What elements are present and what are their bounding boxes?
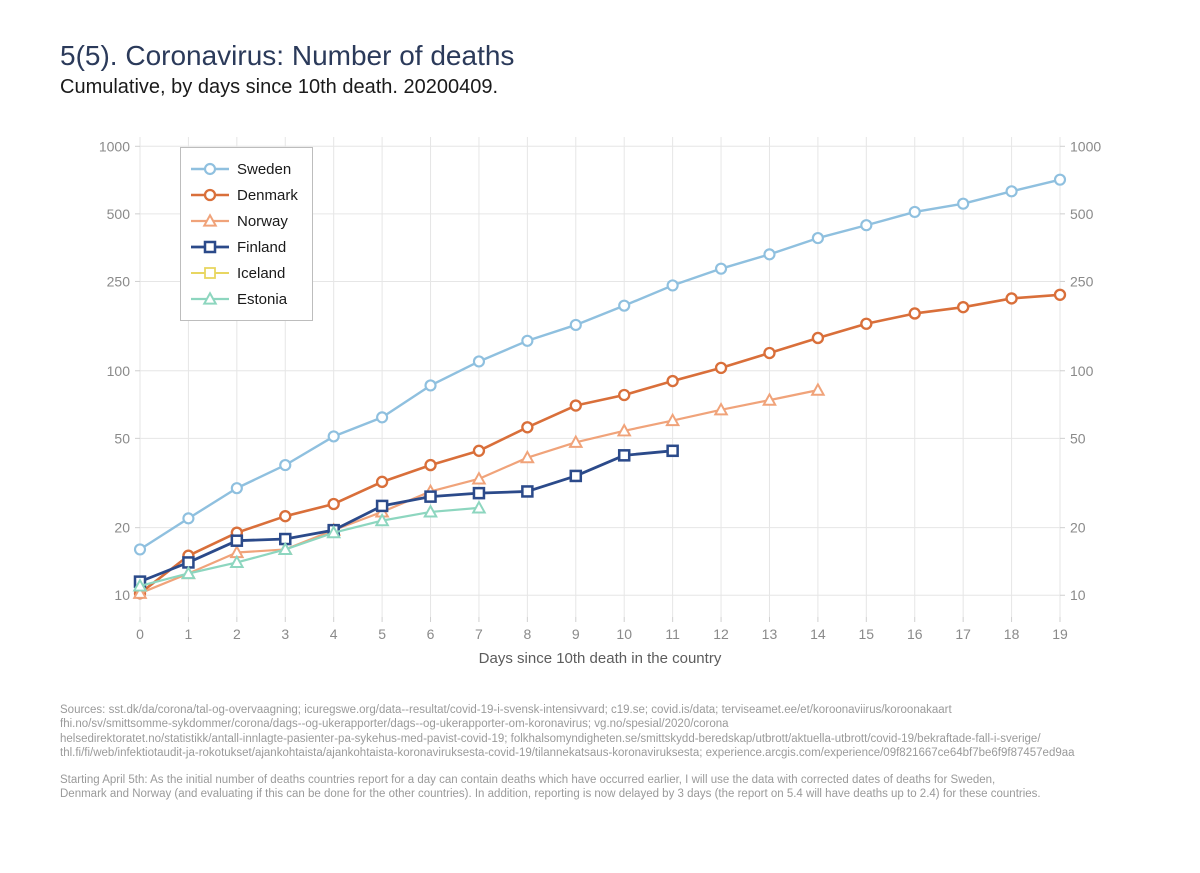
legend: Sweden Denmark Norway Finland Iceland Estonia: [180, 147, 313, 321]
svg-text:17: 17: [955, 626, 971, 642]
svg-text:50: 50: [114, 430, 130, 446]
legend-label: Norway: [237, 213, 288, 230]
legend-item-finland: Finland: [191, 234, 298, 260]
svg-text:19: 19: [1052, 626, 1068, 642]
svg-text:0: 0: [136, 626, 144, 642]
legend-item-norway: Norway: [191, 208, 298, 234]
legend-item-sweden: Sweden: [191, 156, 298, 182]
svg-text:250: 250: [1070, 273, 1094, 289]
svg-text:16: 16: [907, 626, 923, 642]
chart-title: 5(5). Coronavirus: Number of deaths: [60, 40, 1140, 72]
svg-text:1: 1: [185, 626, 193, 642]
svg-text:3: 3: [281, 626, 289, 642]
footer: Sources: sst.dk/da/corona/tal-og-overvaa…: [60, 703, 1140, 801]
svg-text:14: 14: [810, 626, 826, 642]
svg-text:7: 7: [475, 626, 483, 642]
svg-text:9: 9: [572, 626, 580, 642]
svg-text:Days since 10th death in the c: Days since 10th death in the country: [479, 650, 722, 667]
svg-text:13: 13: [762, 626, 778, 642]
svg-text:6: 6: [427, 626, 435, 642]
svg-text:500: 500: [107, 206, 131, 222]
svg-text:4: 4: [330, 626, 338, 642]
svg-text:100: 100: [1070, 363, 1094, 379]
legend-label: Sweden: [237, 161, 291, 178]
svg-text:15: 15: [859, 626, 875, 642]
svg-text:50: 50: [1070, 430, 1086, 446]
svg-text:5: 5: [378, 626, 386, 642]
svg-text:8: 8: [523, 626, 531, 642]
legend-label: Denmark: [237, 187, 298, 204]
svg-text:1000: 1000: [99, 138, 130, 154]
svg-text:10: 10: [616, 626, 632, 642]
note-text: Starting April 5th: As the initial numbe…: [60, 773, 1140, 802]
svg-text:12: 12: [713, 626, 729, 642]
chart-subtitle: Cumulative, by days since 10th death. 20…: [60, 76, 1140, 99]
legend-label: Finland: [237, 239, 286, 256]
svg-text:10: 10: [1070, 587, 1086, 603]
legend-label: Iceland: [237, 265, 285, 282]
svg-text:2: 2: [233, 626, 241, 642]
svg-text:18: 18: [1004, 626, 1020, 642]
svg-text:250: 250: [107, 273, 131, 289]
chart-container: 10 10 20 20 50 50 100 100 250 250 500 500 1000 1000 0 1…: [60, 117, 1140, 677]
svg-text:20: 20: [1070, 520, 1086, 536]
svg-text:10: 10: [114, 587, 130, 603]
svg-text:500: 500: [1070, 206, 1094, 222]
sources-text: Sources: sst.dk/da/corona/tal-og-overvaa…: [60, 703, 1140, 761]
svg-text:20: 20: [114, 520, 130, 536]
legend-item-iceland: Iceland: [191, 260, 298, 286]
svg-text:100: 100: [107, 363, 131, 379]
page: 5(5). Coronavirus: Number of deaths Cumu…: [0, 0, 1200, 873]
legend-label: Estonia: [237, 291, 287, 308]
svg-text:11: 11: [665, 626, 680, 642]
legend-item-estonia: Estonia: [191, 286, 298, 312]
legend-item-denmark: Denmark: [191, 182, 298, 208]
svg-text:1000: 1000: [1070, 138, 1101, 154]
